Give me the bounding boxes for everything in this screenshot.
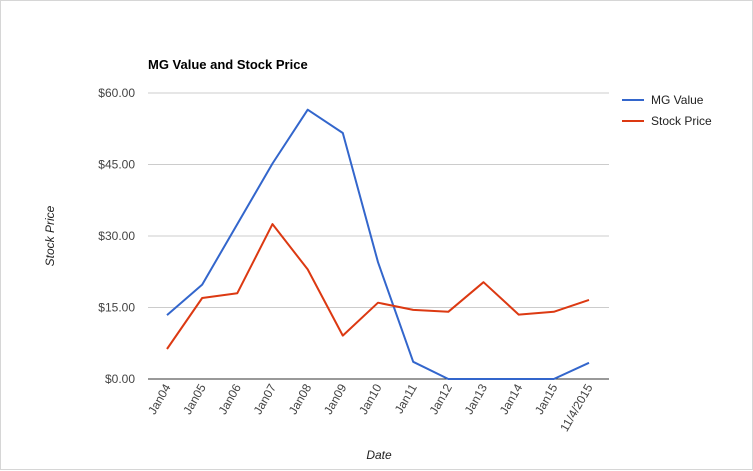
x-tick-label: Jan12 xyxy=(426,381,455,417)
x-tick-label: Jan13 xyxy=(462,381,491,417)
y-axis-ticks: $0.00 $15.00 $30.00 $45.00 $60.00 xyxy=(98,86,135,386)
legend-label: MG Value xyxy=(651,93,704,107)
legend: MG Value Stock Price xyxy=(622,93,712,128)
x-tick-label: Jan05 xyxy=(180,381,209,417)
y-tick-label: $30.00 xyxy=(98,229,135,243)
x-tick-label: Jan14 xyxy=(497,381,526,417)
series-line-1 xyxy=(166,223,590,350)
x-axis-ticks: Jan04 Jan05 Jan06 Jan07 Jan08 Jan09 Jan10 Jan11… xyxy=(145,381,596,434)
x-tick-label: Jan07 xyxy=(251,381,280,417)
series-lines xyxy=(166,108,590,380)
y-tick-label: $0.00 xyxy=(105,372,135,386)
x-tick-label: Jan11 xyxy=(392,381,420,416)
x-tick-label: Jan06 xyxy=(215,381,244,417)
x-axis-label: Date xyxy=(366,448,392,462)
x-tick-label: 11/4/2015 xyxy=(557,381,596,434)
legend-label: Stock Price xyxy=(651,114,712,128)
x-tick-label: Jan15 xyxy=(532,381,561,417)
series-line-0 xyxy=(166,108,590,380)
x-tick-label: Jan08 xyxy=(286,381,315,417)
y-tick-label: $60.00 xyxy=(98,86,135,100)
x-tick-label: Jan04 xyxy=(145,381,174,417)
grid-lines xyxy=(148,92,609,380)
y-axis-label: Stock Price xyxy=(43,205,57,266)
y-tick-label: $15.00 xyxy=(98,301,135,315)
x-tick-label: Jan09 xyxy=(321,381,350,417)
y-tick-label: $45.00 xyxy=(98,158,135,172)
x-tick-label: Jan10 xyxy=(356,381,385,417)
chart-title: MG Value and Stock Price xyxy=(148,57,308,72)
